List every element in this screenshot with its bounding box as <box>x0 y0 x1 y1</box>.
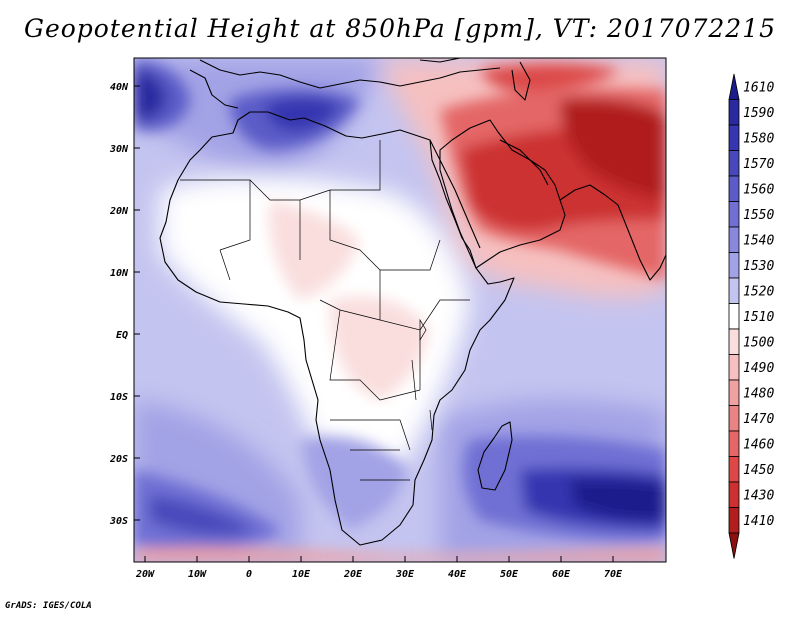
colorbar-label-1470: 1470 <box>743 412 774 427</box>
colorbar-label-1500: 1500 <box>743 336 774 351</box>
map-title: Geopotential Height at 850hPa [gpm], VT:… <box>23 14 777 43</box>
colorbar-swatch-7 <box>728 252 740 279</box>
arabia-coastline <box>439 119 566 269</box>
colorbar-label-1540: 1540 <box>743 234 774 249</box>
colorbar-swatch-2 <box>728 124 740 151</box>
lon-label-20w: 20W <box>135 569 155 580</box>
lon-label-70e: 70E <box>604 569 623 580</box>
map-field <box>134 58 666 562</box>
lat-label-eq: EQ <box>116 330 128 341</box>
lat-axis: 40N 30N 20N 10N EQ 10S 20S 30S <box>109 82 140 527</box>
iberia <box>189 69 239 109</box>
colorbar-swatch-6 <box>728 226 740 253</box>
colorbar-label-1560: 1560 <box>743 183 774 198</box>
border-lines <box>180 140 470 481</box>
colorbar-swatch-4 <box>728 175 740 202</box>
lakes <box>411 318 433 431</box>
colorbar-bottom-arrow <box>728 532 740 559</box>
madagascar-coastline <box>477 421 513 491</box>
colorbar-swatch-11 <box>728 354 740 381</box>
colorbar-label-1520: 1520 <box>743 285 774 300</box>
colorbar-swatch-3 <box>728 150 740 177</box>
colorbar-swatch-15 <box>728 456 740 483</box>
colorbar-label-1410: 1410 <box>743 514 774 529</box>
lat-label-30s: 30S <box>109 516 128 527</box>
colorbar-top-arrow <box>728 73 740 100</box>
coastlines <box>159 58 666 546</box>
colorbar-swatch-13 <box>728 405 740 432</box>
colorbar-label-1610: 1610 <box>743 81 774 96</box>
lat-label-40n: 40N <box>110 82 129 93</box>
colorbar-swatch-8 <box>728 277 740 304</box>
africa-coastline <box>159 111 515 546</box>
lat-label-20n: 20N <box>109 206 129 217</box>
colorbar-label-1450: 1450 <box>743 463 774 478</box>
colorbar-label-1580: 1580 <box>743 132 774 147</box>
country-borders <box>180 140 470 481</box>
lat-label-30n: 30N <box>109 144 129 155</box>
colorbar-label-1430: 1430 <box>743 489 774 504</box>
credit-label: GrADS: IGES/COLA <box>5 601 92 611</box>
colorbar-label-1550: 1550 <box>743 208 774 223</box>
lon-label-10e: 10E <box>292 569 311 580</box>
lon-label-10w: 10W <box>188 569 207 580</box>
lon-axis: 20W 10W 0 10E 20E 30E 40E 50E 60E 70E <box>135 556 623 580</box>
lat-label-20s: 20S <box>109 454 128 465</box>
lon-label-0: 0 <box>246 569 252 580</box>
colorbar-label-1460: 1460 <box>743 438 774 453</box>
lat-label-10n: 10N <box>110 268 129 279</box>
persian-gulf <box>499 139 549 186</box>
colorbar-swatch-16 <box>728 481 740 508</box>
colorbar-swatch-5 <box>728 201 740 228</box>
field-detail <box>134 60 666 562</box>
lon-label-40e: 40E <box>448 569 467 580</box>
colorbar-label-1590: 1590 <box>743 106 774 121</box>
lon-label-20e: 20E <box>343 569 363 580</box>
colorbar-swatch-10 <box>728 328 740 355</box>
lon-label-30e: 30E <box>395 569 415 580</box>
colorbar-label-1570: 1570 <box>743 157 774 172</box>
colorbar-label-1510: 1510 <box>743 310 774 325</box>
colorbar-label-1480: 1480 <box>743 387 774 402</box>
lat-label-10s: 10S <box>110 392 128 403</box>
red-sea <box>429 139 481 249</box>
mediterranean-north <box>199 59 501 89</box>
colorbar: 1610 1590 1580 1570 1560 1550 1540 1530 1520 1510… <box>728 73 774 559</box>
asia-coastline <box>559 184 666 281</box>
lon-label-50e: 50E <box>500 569 519 580</box>
lon-label-60e: 60E <box>552 569 571 580</box>
colorbar-swatch-12 <box>728 379 740 406</box>
map-frame <box>133 57 667 563</box>
black-caspian <box>419 58 531 101</box>
colorbar-swatch-1 <box>728 99 740 126</box>
colorbar-swatch-14 <box>728 430 740 457</box>
colorbar-label-1490: 1490 <box>743 361 774 376</box>
colorbar-label-1530: 1530 <box>743 259 774 274</box>
colorbar-swatch-17 <box>728 507 740 534</box>
colorbar-swatch-9 <box>728 303 740 330</box>
